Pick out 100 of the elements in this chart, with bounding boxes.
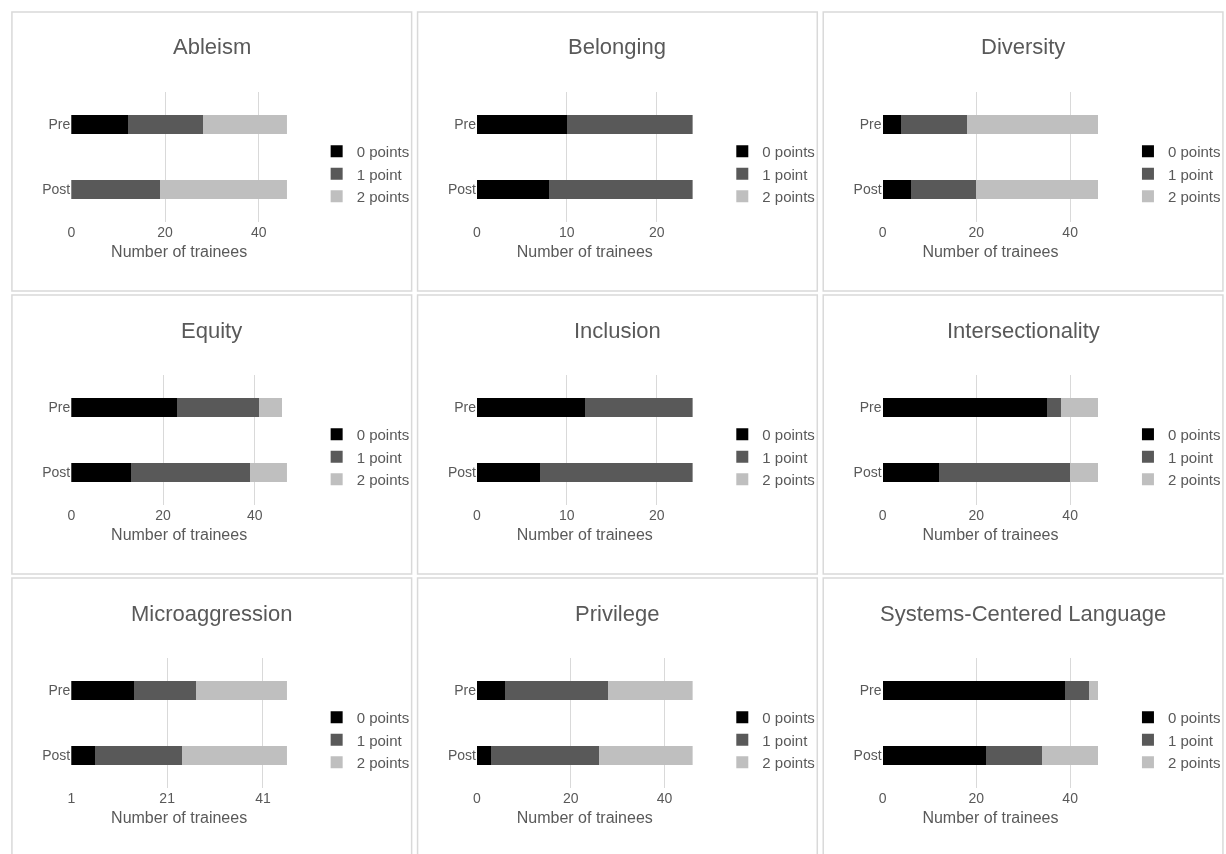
x-tick-label: 20: [155, 507, 172, 523]
bar: [548, 179, 693, 200]
legend-label: 1 point: [1167, 165, 1214, 183]
bar: [882, 462, 939, 483]
x-tick-label: 0: [473, 790, 482, 806]
legend-label: 0 points: [762, 426, 815, 444]
y-tick-label: Pre: [859, 116, 882, 133]
legend-label: 1 point: [356, 448, 403, 466]
bar: [1088, 680, 1099, 701]
legend-label: 1 point: [762, 448, 809, 466]
bar: [976, 179, 1099, 200]
x-tick-label: 10: [559, 224, 575, 240]
bar: [966, 114, 1099, 135]
y-tick-label: Pre: [48, 116, 71, 133]
x-tick-label: 20: [968, 224, 985, 240]
bar: [1070, 462, 1099, 483]
bar: [202, 114, 287, 135]
legend-label: 2 points: [1167, 188, 1221, 206]
legend-label: 1 point: [356, 165, 403, 183]
legend-label: 1 point: [356, 731, 403, 749]
bar: [608, 680, 693, 701]
chart-title: Belonging: [568, 34, 666, 59]
bar: [882, 179, 911, 200]
chart-title: Inclusion: [574, 318, 661, 343]
x-tick-label: 10: [559, 507, 575, 523]
x-tick-label: 1: [67, 790, 76, 806]
x-tick-label: 0: [473, 224, 482, 240]
legend-label: 0 points: [762, 709, 815, 727]
bar: [598, 745, 693, 766]
x-axis-title: Number of trainees: [516, 242, 653, 260]
legend-label: 0 points: [1167, 426, 1221, 444]
bar: [176, 397, 260, 418]
bar: [584, 397, 693, 418]
chart-title: Privilege: [575, 601, 660, 626]
x-axis-title: Number of trainees: [111, 525, 248, 543]
y-tick-label: Post: [853, 747, 882, 764]
bar: [1065, 680, 1089, 701]
legend-label: 0 points: [356, 709, 410, 727]
bar: [476, 462, 540, 483]
legend-label: 0 points: [762, 143, 815, 161]
x-tick-label: 0: [67, 224, 76, 240]
bar: [566, 114, 693, 135]
x-axis-title: Number of trainees: [516, 808, 653, 826]
x-axis-title: Number of trainees: [111, 242, 248, 260]
chart-title: Equity: [181, 318, 243, 343]
bar: [1042, 745, 1099, 766]
chart-title: Ableism: [173, 34, 252, 59]
chart-title: Intersectionality: [947, 318, 1100, 343]
y-tick-label: Pre: [859, 682, 882, 699]
bar: [882, 397, 1047, 418]
bar: [195, 680, 287, 701]
legend-label: 2 points: [356, 471, 410, 489]
legend-label: 1 point: [762, 165, 809, 183]
x-tick-label: 40: [1062, 224, 1079, 240]
x-tick-label: 41: [255, 790, 271, 806]
bar: [476, 179, 549, 200]
x-tick-label: 0: [878, 507, 887, 523]
x-tick-label: 40: [1062, 790, 1079, 806]
bar: [259, 397, 283, 418]
legend-label: 0 points: [1167, 709, 1221, 727]
bar: [882, 680, 1066, 701]
legend-label: 2 points: [356, 188, 410, 206]
x-tick-label: 20: [562, 790, 579, 806]
bar: [71, 114, 128, 135]
x-tick-label: 0: [878, 790, 887, 806]
legend-label: 2 points: [1167, 471, 1221, 489]
legend-label: 2 points: [1167, 754, 1221, 772]
bar: [71, 179, 161, 200]
bar: [882, 114, 902, 135]
y-tick-label: Post: [447, 464, 477, 481]
bar: [181, 745, 287, 766]
y-tick-label: Post: [447, 747, 477, 764]
legend-label: 0 points: [356, 426, 410, 444]
bar: [505, 680, 609, 701]
x-axis-title: Number of trainees: [111, 808, 248, 826]
bar: [127, 114, 203, 135]
chart-title: Microaggression: [131, 601, 293, 626]
bar: [882, 745, 986, 766]
bar: [160, 179, 287, 200]
y-tick-label: Pre: [454, 682, 477, 699]
bar: [539, 462, 693, 483]
y-tick-label: Post: [853, 181, 882, 198]
y-tick-label: Pre: [454, 399, 477, 416]
bar: [985, 745, 1042, 766]
bar: [250, 462, 287, 483]
y-tick-label: Pre: [859, 399, 882, 416]
x-tick-label: 21: [159, 790, 176, 806]
x-tick-label: 40: [251, 224, 267, 240]
legend-label: 2 points: [356, 754, 410, 772]
x-tick-label: 40: [1062, 507, 1079, 523]
x-tick-label: 20: [968, 790, 985, 806]
bar: [130, 462, 251, 483]
y-tick-label: Post: [42, 464, 71, 481]
bar: [1046, 397, 1061, 418]
y-tick-label: Post: [853, 464, 882, 481]
legend-label: 1 point: [1167, 448, 1214, 466]
bar: [910, 179, 977, 200]
bar: [71, 462, 131, 483]
y-tick-label: Post: [447, 181, 477, 198]
y-tick-label: Pre: [48, 399, 71, 416]
